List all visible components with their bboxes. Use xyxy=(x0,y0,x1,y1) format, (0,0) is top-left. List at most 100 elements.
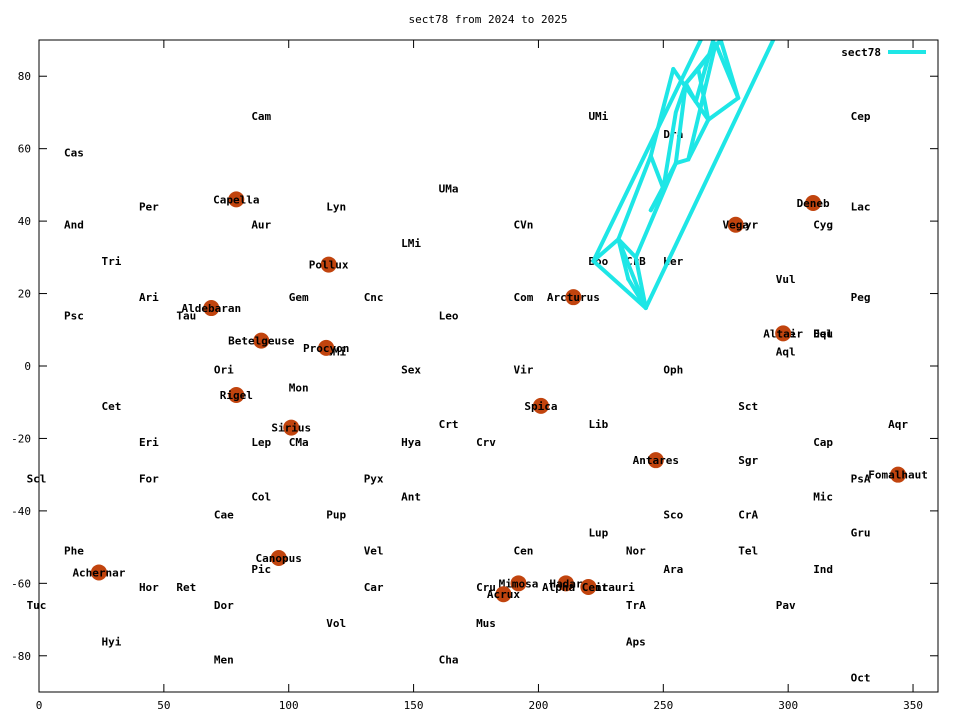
constellation-label: Cet xyxy=(101,400,121,413)
constellation-label: Car xyxy=(364,581,384,594)
constellation-label: And xyxy=(64,219,84,232)
star-label: Capella xyxy=(213,193,259,206)
star-marker xyxy=(283,419,300,436)
constellation-label: Nor xyxy=(626,545,646,558)
star-marker xyxy=(565,289,582,306)
constellation-label: TrA xyxy=(626,599,646,612)
star-marker xyxy=(228,386,245,403)
constellation-label: Hyi xyxy=(101,635,121,648)
legend-label: sect78 xyxy=(841,46,881,59)
constellation-label: LMi xyxy=(401,237,421,250)
constellation-label: Ant xyxy=(401,490,421,503)
y-tick-label: 0 xyxy=(24,360,31,373)
constellation-label: Sco xyxy=(663,509,683,522)
star-label: Deneb xyxy=(797,197,830,210)
constellation-label: Dor xyxy=(214,599,234,612)
sector-path-line xyxy=(706,96,741,122)
constellation-label: Cap xyxy=(813,436,833,449)
star-marker xyxy=(580,578,597,595)
constellation-label: Oph xyxy=(663,364,683,377)
constellation-label: Crt xyxy=(439,418,459,431)
sector-path-line xyxy=(648,67,676,158)
y-tick-label: 80 xyxy=(18,70,31,83)
sector-path-line xyxy=(633,255,648,310)
constellation-label: Psc xyxy=(64,309,84,322)
constellation-label: Pic xyxy=(251,563,271,576)
constellation-label: Mon xyxy=(289,382,309,395)
x-tick-label: 250 xyxy=(653,699,673,712)
star-label: Fomalhaut xyxy=(868,469,928,482)
constellation-label: CVn xyxy=(514,219,534,232)
y-tick-label: -40 xyxy=(11,505,31,518)
constellation-label: Ret xyxy=(176,581,196,594)
constellation-label: Phe xyxy=(64,545,84,558)
constellation-label: Sex xyxy=(401,364,421,377)
constellation-label: Mic xyxy=(813,490,833,503)
constellation-label: Tau xyxy=(176,309,196,322)
constellation-label: Ori xyxy=(214,364,234,377)
constellation-label: Cam xyxy=(251,110,271,123)
star-label: Aldebaran xyxy=(182,302,242,315)
constellation-label: Peg xyxy=(851,291,871,304)
plot-frame xyxy=(38,39,939,693)
y-tick-label: 20 xyxy=(18,288,31,301)
sector-path-line xyxy=(686,41,718,162)
star-label: Procyon xyxy=(303,342,349,355)
constellation-label: Aql xyxy=(776,346,796,359)
constellation-label: Cnc xyxy=(364,291,384,304)
constellation-label: Col xyxy=(251,490,271,503)
axis-ticks: 0 50 100 150 200 250 300 350 -80 -60 -40 -20 0 20 40 60… xyxy=(11,40,938,712)
constellation-label: Men xyxy=(214,653,234,666)
star-marker xyxy=(495,586,512,603)
constellation-label: Vul xyxy=(776,273,796,286)
sector-path-line xyxy=(616,237,638,260)
constellation-label: UMa xyxy=(439,183,459,196)
star-marker xyxy=(90,564,107,581)
constellation-label: UMi xyxy=(588,110,608,123)
star-label: Hadar xyxy=(549,577,582,590)
constellation-label: Lib xyxy=(588,418,608,431)
constellation-label: Aur xyxy=(251,219,271,232)
constellation-label: Per xyxy=(139,201,159,214)
constellation-label: Ari xyxy=(139,291,159,304)
constellation-label: Tel xyxy=(738,545,758,558)
sector-path-line xyxy=(591,40,703,263)
y-tick-label: -60 xyxy=(11,577,31,590)
chart-title: sect78 from 2024 to 2025 xyxy=(409,13,568,26)
constellation-label: CrA xyxy=(738,509,758,522)
star-label: Betelgeuse xyxy=(228,335,295,348)
y-tick-label: -80 xyxy=(11,650,31,663)
star-label: Sirius xyxy=(271,422,311,435)
sector-path-line xyxy=(616,237,631,282)
constellation-label: Vir xyxy=(514,364,534,377)
x-tick-label: 0 xyxy=(36,699,43,712)
x-tick-label: 50 xyxy=(157,699,170,712)
star-label: Pollux xyxy=(309,259,349,272)
constellation-label: Cha xyxy=(439,653,459,666)
star-marker xyxy=(203,300,220,317)
y-tick-label: 60 xyxy=(18,143,31,156)
constellation-label: Scl xyxy=(27,472,47,485)
sector-path xyxy=(591,40,776,310)
constellation-label: Eri xyxy=(139,436,159,449)
constellation-label: Vol xyxy=(326,617,346,630)
star-label: Rigel xyxy=(220,389,253,402)
constellation-label: Tuc xyxy=(27,599,47,612)
star-label: Alpha Centauri xyxy=(542,581,635,594)
star-marker xyxy=(890,466,907,483)
star-label: Antares xyxy=(633,454,679,467)
constellation-label: Equ xyxy=(813,327,833,340)
constellation-label: Crv xyxy=(476,436,496,449)
star-marker xyxy=(253,332,270,349)
constellation-label: Sgr xyxy=(738,454,758,467)
sector-path-line xyxy=(683,81,698,104)
constellation-label: Cep xyxy=(851,110,871,123)
y-tick-label: 40 xyxy=(18,215,31,228)
constellation-label: Gem xyxy=(289,291,309,304)
star-label: Achernar xyxy=(72,566,125,579)
constellation-label: Del xyxy=(813,327,833,340)
constellation-label: Hor xyxy=(139,581,159,594)
star-label: Arcturus xyxy=(547,291,600,304)
y-tick-label: -20 xyxy=(11,432,31,445)
